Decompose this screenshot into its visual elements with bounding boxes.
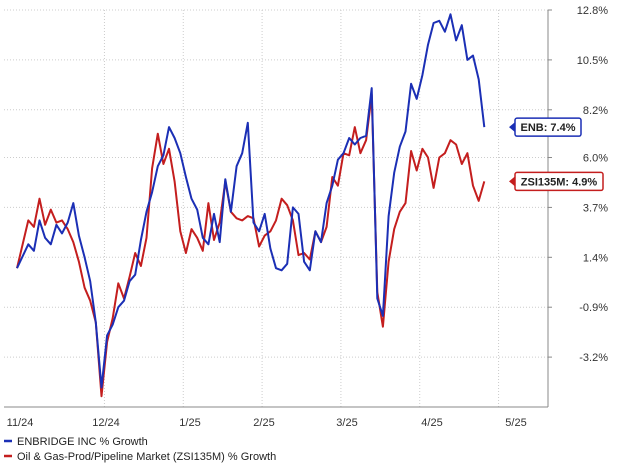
zsi135m-value-tag-pointer <box>509 176 515 187</box>
enb-value-tag-pointer <box>509 122 515 133</box>
zsi135m-line <box>16 93 486 398</box>
y-tick-label: 6.0% <box>583 153 608 165</box>
y-tick-label: 10.5% <box>577 55 608 67</box>
x-tick-label: 1/25 <box>179 417 200 429</box>
y-tick-label: 12.8% <box>577 5 608 17</box>
axis-ticks: 12.8% 10.5% 8.2% 6.0% 3.7% 1.4% -0.9% -3.2% 11/2… <box>7 5 609 429</box>
enb-value-tag: ENB: 7.4% <box>520 122 575 134</box>
x-tick-label: 2/25 <box>253 417 274 429</box>
x-tick-label: 3/25 <box>336 417 357 429</box>
x-tick-label: 4/25 <box>421 417 442 429</box>
y-tick-label: 3.7% <box>583 202 608 214</box>
x-tick-label: 12/24 <box>92 417 120 429</box>
legend-enb-label: ENBRIDGE INC % Growth <box>17 436 148 448</box>
y-tick-label: 8.2% <box>583 105 608 117</box>
x-tick-label: 11/24 <box>7 417 34 429</box>
y-tick-label: -3.2% <box>579 352 608 364</box>
legend-zsi135m-label: Oil & Gas-Prod/Pipeline Market (ZSI135M)… <box>17 451 276 463</box>
legend: ENBRIDGE INC % Growth Oil & Gas-Prod/Pipe… <box>4 436 276 463</box>
grid <box>4 9 552 408</box>
x-tick-label: 5/25 <box>505 417 526 429</box>
enb-line <box>16 13 486 389</box>
y-tick-label: 1.4% <box>583 252 608 264</box>
y-tick-label: -0.9% <box>579 302 608 314</box>
series <box>16 13 486 398</box>
value-tags: ENB: 7.4% ZSI135M: 4.9% <box>509 117 604 192</box>
zsi135m-value-tag: ZSI135M: 4.9% <box>521 176 598 188</box>
